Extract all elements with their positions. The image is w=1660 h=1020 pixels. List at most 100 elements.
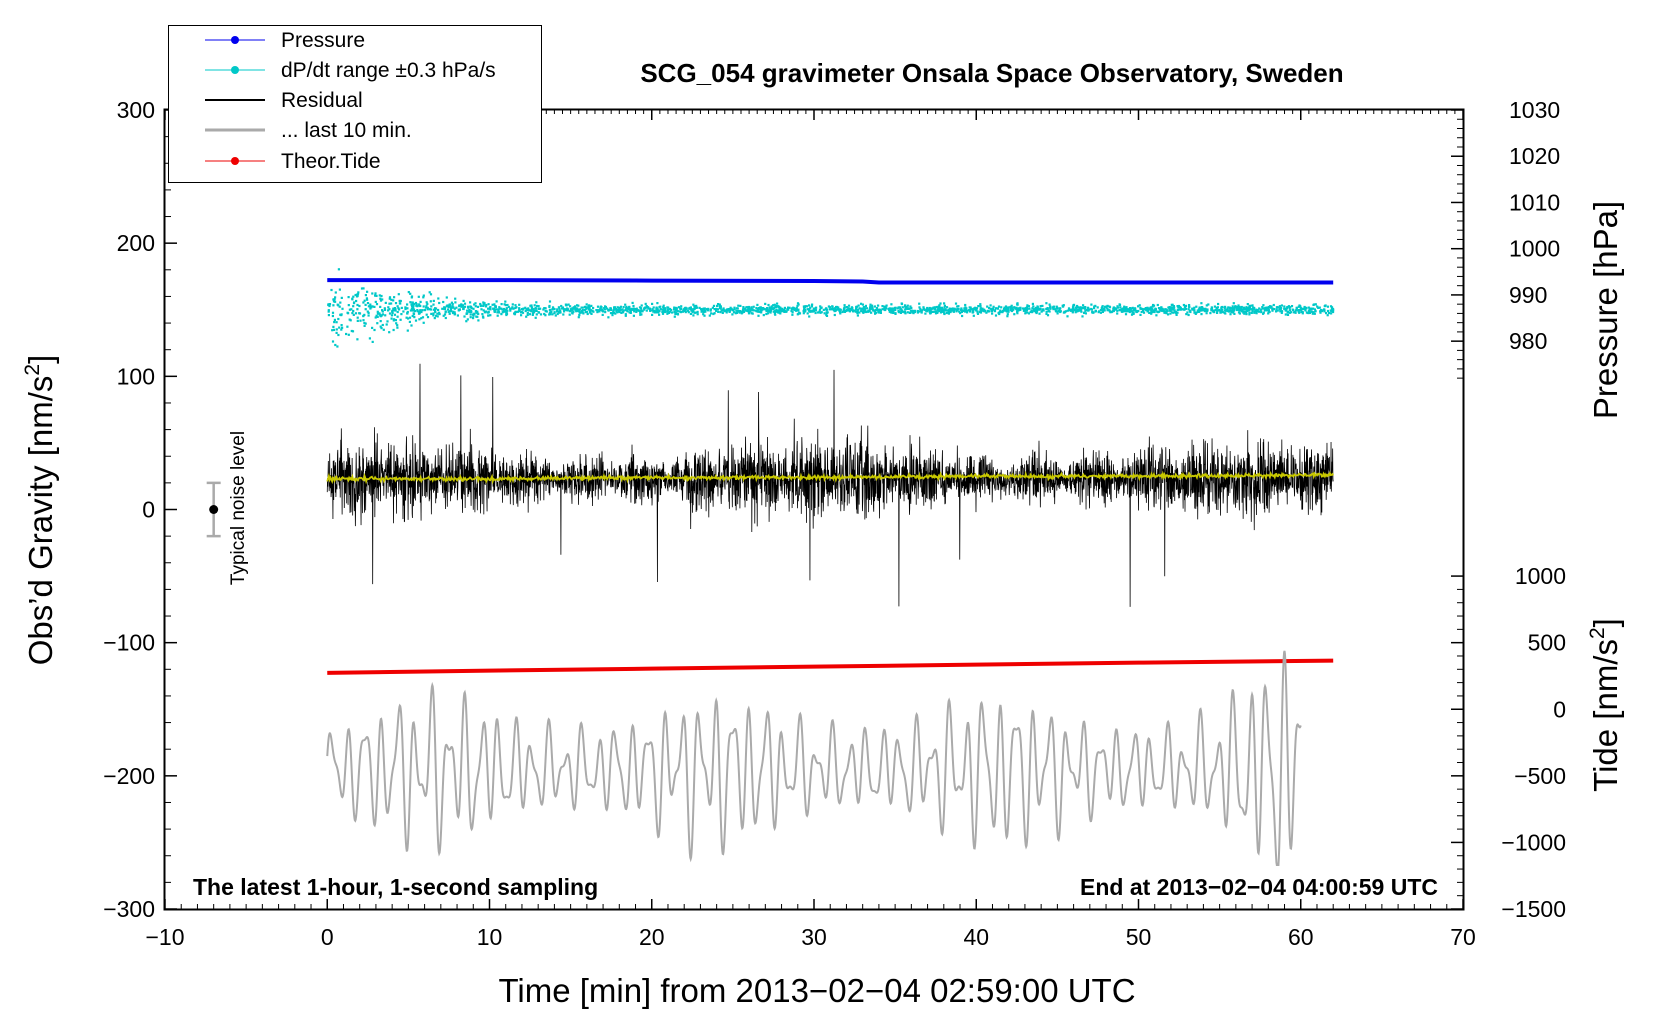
- dpdt-point: [1264, 306, 1267, 310]
- dpdt-point: [988, 310, 991, 313]
- dpdt-point: [350, 308, 353, 311]
- dpdt-point: [545, 310, 548, 313]
- dpdt-point: [1005, 307, 1008, 310]
- dpdt-point: [651, 313, 654, 316]
- dpdt-point: [379, 325, 382, 328]
- dpdt-point: [1201, 306, 1204, 309]
- dpdt-point: [452, 306, 455, 309]
- y-tick-label: 100: [117, 363, 155, 389]
- dpdt-point: [678, 310, 681, 313]
- dpdt-point: [420, 310, 423, 314]
- dpdt-point: [640, 304, 643, 307]
- dpdt-point: [1084, 312, 1087, 315]
- dpdt-point: [469, 305, 473, 309]
- dpdt-point: [759, 306, 762, 309]
- dpdt-point: [930, 307, 933, 310]
- dpdt-point: [615, 310, 618, 313]
- dpdt-point: [1106, 308, 1109, 311]
- dpdt-point: [501, 308, 504, 311]
- dpdt-point: [419, 304, 422, 308]
- dpdt-point: [632, 304, 635, 308]
- dpdt-point: [870, 311, 873, 314]
- dpdt-point: [1066, 315, 1069, 318]
- dpdt-point: [883, 306, 886, 309]
- dpdt-point: [1075, 309, 1078, 313]
- dpdt-point: [562, 313, 565, 316]
- dpdt-point: [663, 307, 667, 310]
- dpdt-point: [862, 306, 866, 309]
- dpdt-point: [450, 301, 453, 304]
- dpdt-point: [867, 309, 870, 312]
- dpdt-point: [1071, 308, 1074, 311]
- dpdt-point: [526, 311, 529, 314]
- dpdt-point: [363, 324, 366, 327]
- dpdt-point: [1262, 304, 1265, 307]
- dpdt-point: [1059, 310, 1062, 314]
- dpdt-point: [892, 307, 895, 310]
- dpdt-point: [696, 310, 699, 313]
- dpdt-point: [578, 308, 581, 311]
- dpdt-point: [1288, 306, 1291, 310]
- dpdt-point: [1265, 306, 1268, 309]
- dpdt-point: [960, 308, 963, 311]
- dpdt-point: [1124, 306, 1127, 309]
- dpdt-point: [702, 308, 705, 311]
- plot-frame: [163, 108, 1465, 911]
- dpdt-point: [936, 311, 939, 314]
- dpdt-point: [1032, 305, 1035, 308]
- dpdt-point: [960, 307, 963, 310]
- dpdt-point: [1012, 308, 1015, 311]
- dpdt-point: [441, 307, 444, 310]
- dpdt-point: [1314, 310, 1317, 313]
- dpdt-point: [1213, 311, 1216, 314]
- dpdt-point: [539, 313, 543, 316]
- dpdt-point: [1193, 309, 1196, 312]
- dpdt-point: [474, 310, 477, 313]
- dpdt-point: [1168, 307, 1171, 310]
- dpdt-point: [847, 309, 850, 312]
- dpdt-point: [436, 312, 439, 315]
- dpdt-point: [406, 329, 409, 332]
- dpdt-point: [564, 308, 567, 311]
- dpdt-point: [676, 313, 680, 316]
- dpdt-point: [577, 304, 580, 307]
- dpdt-point: [659, 308, 662, 311]
- dpdt-point: [470, 309, 473, 312]
- axes-layer: −10 0 10 20 30 40 50 60 70−300−200−1000100200300…: [103, 97, 1566, 950]
- dpdt-point: [479, 304, 483, 307]
- dpdt-point: [560, 304, 563, 308]
- dpdt-point: [396, 326, 399, 329]
- dpdt-point: [614, 312, 617, 315]
- dpdt-point: [737, 304, 740, 307]
- dpdt-point: [933, 310, 936, 313]
- dpdt-point: [624, 313, 627, 316]
- dpdt-point: [561, 307, 564, 310]
- legend-tide-label: Theor.Tide: [281, 150, 381, 173]
- dpdt-point: [674, 308, 677, 311]
- pressure-tick-label: 1020: [1509, 143, 1560, 169]
- dpdt-point: [920, 309, 924, 312]
- dpdt-point: [1030, 309, 1033, 312]
- dpdt-point: [583, 309, 586, 312]
- dpdt-point: [808, 308, 811, 311]
- pressure-tick-label: 1000: [1509, 236, 1560, 262]
- dpdt-point: [1049, 307, 1052, 310]
- dpdt-point: [1124, 307, 1127, 310]
- legend: Pressure dP/dt range ±0.3 hPa/s Residual…: [168, 25, 542, 183]
- y-tick-label: −300: [103, 896, 155, 922]
- dpdt-point: [371, 340, 374, 343]
- dpdt-point: [364, 308, 367, 311]
- dpdt-point: [1030, 311, 1034, 314]
- dpdt-point: [1110, 310, 1113, 314]
- dpdt-point: [544, 310, 547, 313]
- dpdt-point: [1264, 308, 1268, 311]
- dpdt-point: [1216, 306, 1219, 309]
- dpdt-point: [812, 307, 815, 310]
- dpdt-point: [747, 310, 750, 313]
- dpdt-point: [452, 310, 455, 313]
- dpdt-point: [426, 302, 429, 305]
- dpdt-point: [916, 311, 919, 314]
- dpdt-point: [631, 308, 635, 311]
- dpdt-point: [621, 311, 625, 314]
- dpdt-point: [1084, 307, 1087, 310]
